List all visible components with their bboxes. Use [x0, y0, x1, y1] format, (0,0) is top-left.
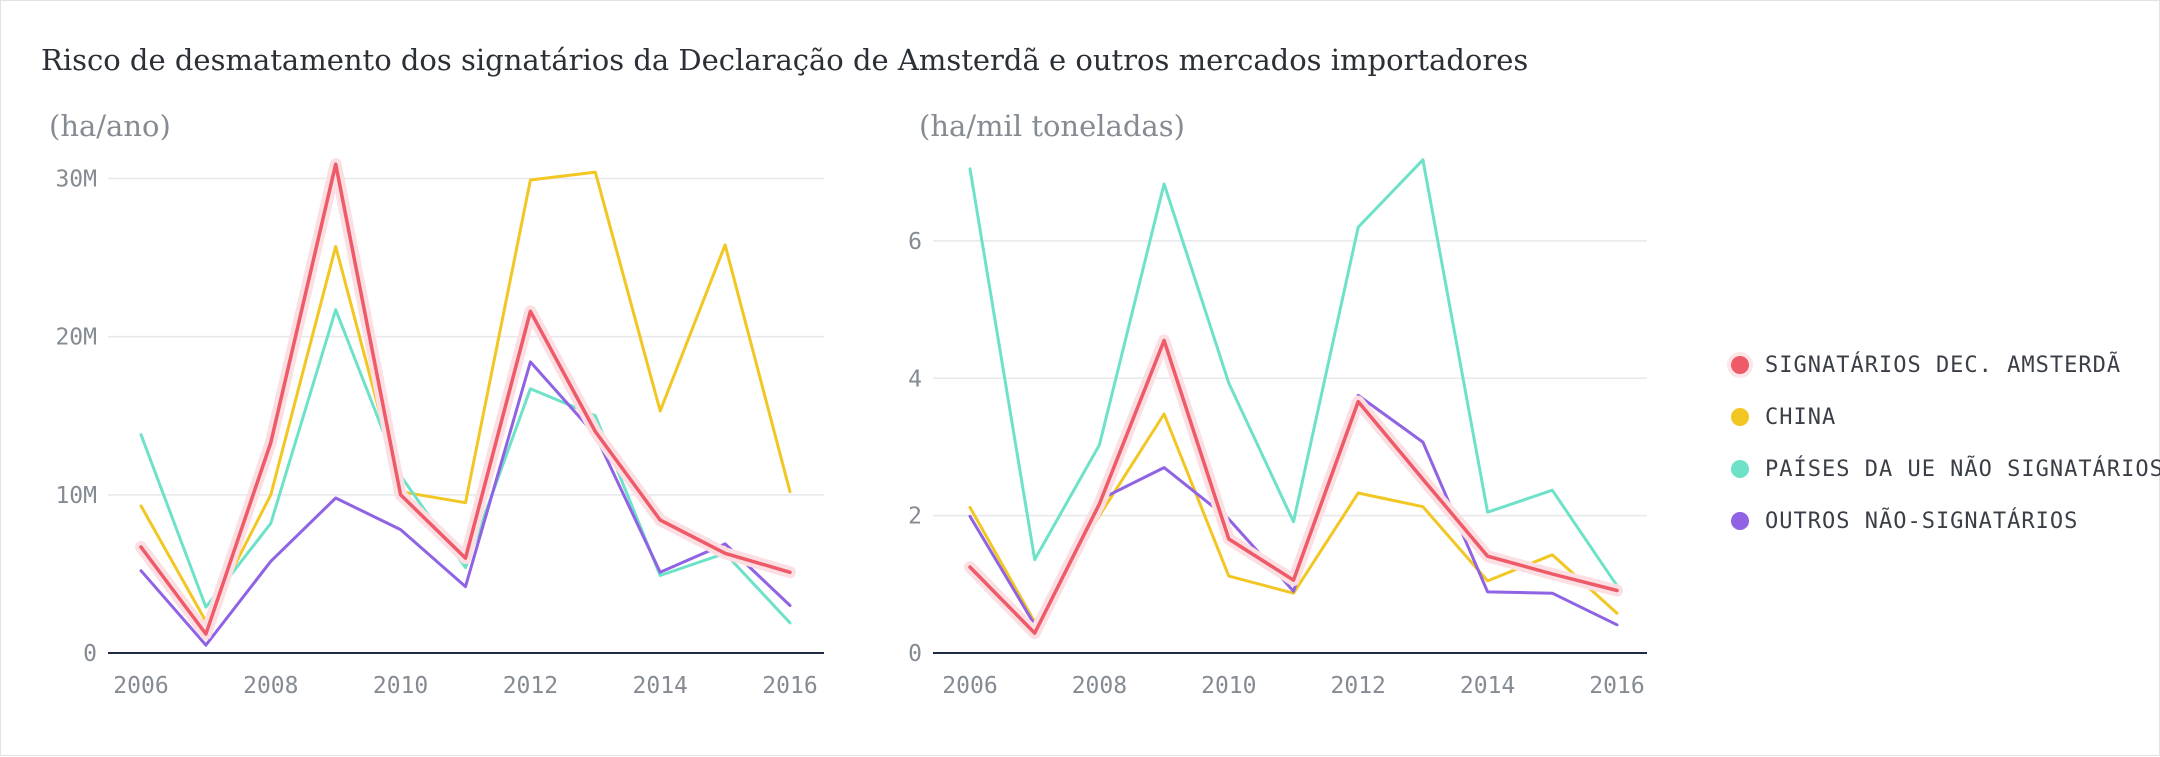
- x-tick-label: 2012: [1331, 673, 1386, 699]
- x-tick-label: 2016: [762, 673, 817, 699]
- x-tick-label: 2014: [1460, 673, 1515, 699]
- y-tick-label: 6: [908, 229, 922, 255]
- x-tick-label: 2014: [633, 673, 688, 699]
- panel-relative-risk: (ha/mil toneladas) 0 2 4 6 2006 2008 2010 2012 20…: [908, 109, 1647, 699]
- y-tick-label: 4: [908, 366, 922, 392]
- y-tick-label: 0: [83, 641, 97, 667]
- series-line-signatarios-dec-amsterda[interactable]: [139, 162, 792, 636]
- legend-item-signatarios[interactable]: SIGNATÁRIOS DEC. AMSTERDÃ: [1731, 339, 2160, 391]
- legend-swatch-signatarios: [1731, 356, 1749, 374]
- y-unit-label: (ha/ano): [49, 109, 171, 143]
- y-unit-label: (ha/mil toneladas): [919, 109, 1185, 143]
- x-tick-label: 2008: [243, 673, 298, 699]
- x-tick-label: 2016: [1589, 673, 1644, 699]
- series-line-china[interactable]: [139, 170, 792, 623]
- legend-item-outros[interactable]: OUTROS NÃO-SIGNATÁRIOS: [1731, 495, 2160, 547]
- legend-label-signatarios: SIGNATÁRIOS DEC. AMSTERDÃ: [1765, 352, 2122, 378]
- y-tick-label: 2: [908, 504, 922, 530]
- y-tick-label: 0: [908, 641, 922, 667]
- legend-swatch-china: [1731, 408, 1749, 426]
- legend-label-china: CHINA: [1765, 404, 1837, 430]
- series-line-outros-nao-signatarios[interactable]: [968, 393, 1619, 627]
- legend-item-china[interactable]: CHINA: [1731, 391, 2160, 443]
- legend-swatch-ue-nao-signatarios: [1731, 460, 1749, 478]
- chart-title: Risco de desmatamento dos signatários da…: [41, 43, 1529, 77]
- y-tick-label: 10M: [55, 483, 97, 509]
- series-line-signatarios-dec-amsterda[interactable]: [968, 338, 1619, 635]
- x-tick-label: 2006: [942, 673, 997, 699]
- legend-label-ue-nao-signatarios: PAÍSES DA UE NÃO SIGNATÁRIOS: [1765, 456, 2160, 482]
- x-tick-label: 2012: [503, 673, 558, 699]
- legend: SIGNATÁRIOS DEC. AMSTERDÃ CHINA PAÍSES D…: [1731, 339, 2160, 547]
- x-tick-label: 2008: [1072, 673, 1127, 699]
- y-tick-label: 20M: [55, 325, 97, 351]
- series-line-paises-da-ue-nao-signatarios[interactable]: [139, 308, 792, 625]
- series-line-paises-da-ue-nao-signatarios[interactable]: [968, 158, 1619, 588]
- x-tick-label: 2010: [373, 673, 428, 699]
- series-line-outros-nao-signatarios[interactable]: [139, 360, 792, 647]
- panel-absolute-risk: (ha/ano) 0 10M 20M 30M 2006 2008 2010 2012 2014 20…: [49, 109, 824, 699]
- legend-label-outros: OUTROS NÃO-SIGNATÁRIOS: [1765, 508, 2079, 534]
- x-tick-label: 2006: [113, 673, 168, 699]
- legend-item-ue-nao-signatarios[interactable]: PAÍSES DA UE NÃO SIGNATÁRIOS: [1731, 443, 2160, 495]
- legend-swatch-outros: [1731, 512, 1749, 530]
- y-tick-label: 30M: [55, 166, 97, 192]
- x-tick-label: 2010: [1201, 673, 1256, 699]
